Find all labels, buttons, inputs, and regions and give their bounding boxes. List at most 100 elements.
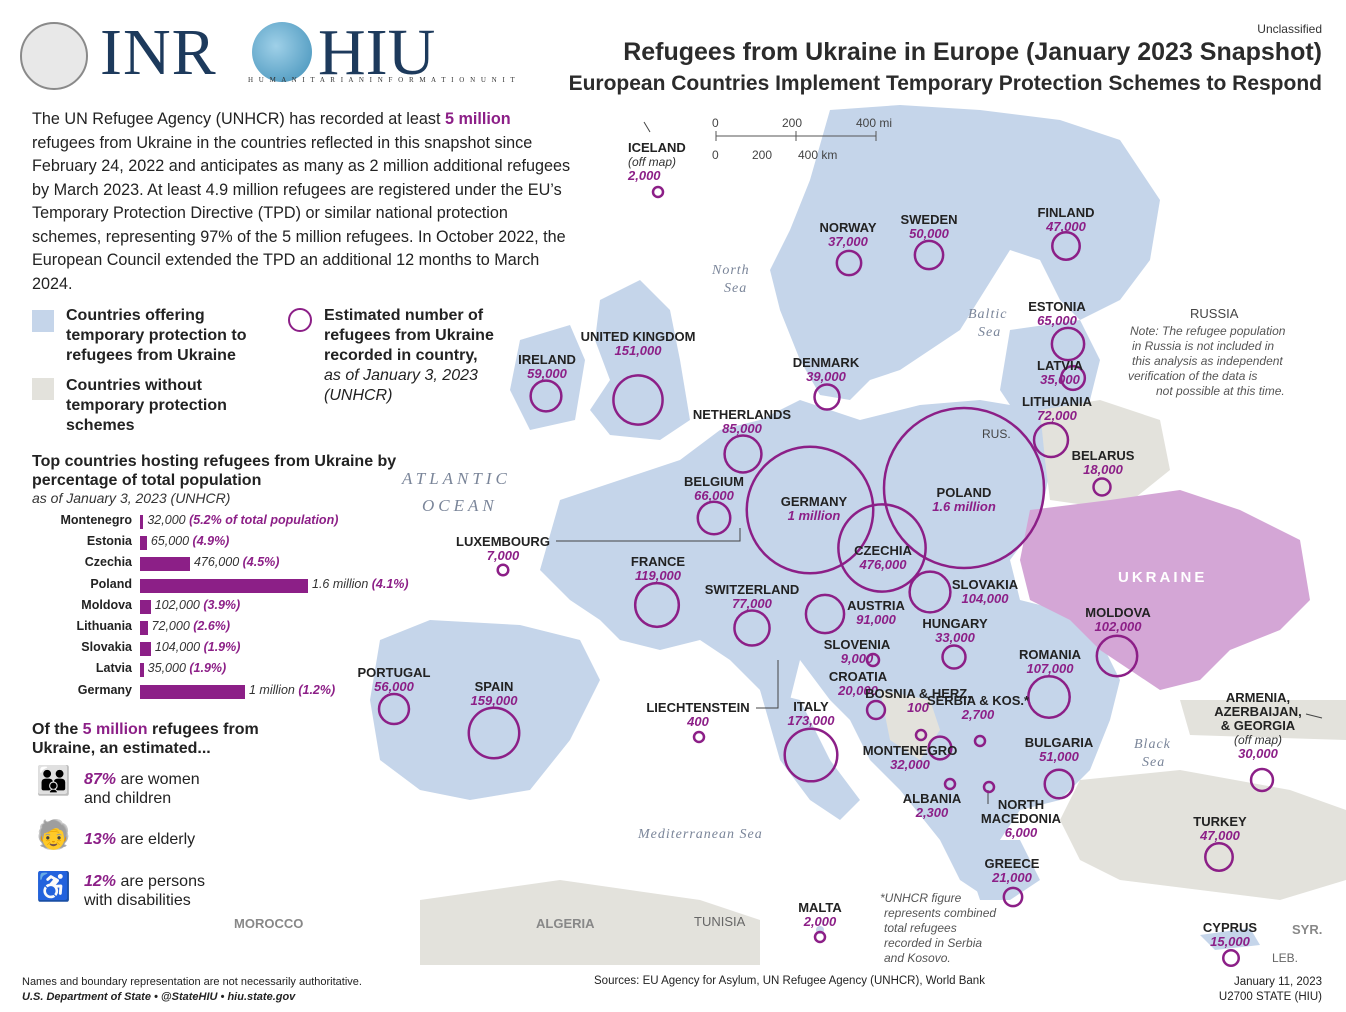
footer-right: January 11, 2023 U2700 STATE (HIU) [1219, 975, 1322, 1005]
bubble-north-macedonia [982, 780, 996, 794]
ukraine-label: UKRAINE [1118, 569, 1207, 586]
country-name-bulgaria: BULGARIA [1025, 735, 1094, 750]
med-sea-label: Mediterranean Sea [637, 827, 763, 842]
country-value-liechtenstein: 400 [686, 714, 709, 729]
country-value-malta: 2,000 [803, 914, 837, 929]
legend-bubble-main: Estimated number of refugees from Ukrain… [324, 307, 494, 364]
ranking-row-lithuania: Lithuania 72,000 (2.6%) [20, 618, 440, 638]
country-value-bosnia-herz: 100 [907, 700, 929, 715]
country-name-serbia-kos: SERBIA & KOS.* [927, 693, 1030, 708]
country-name-romania: ROMANIA [1019, 647, 1082, 662]
ranking-row-slovakia: Slovakia 104,000 (1.9%) [20, 639, 440, 659]
country-name-netherlands: NETHERLANDS [693, 407, 792, 422]
ranking-bar [140, 621, 148, 635]
footer-date: January 11, 2023 [1233, 976, 1322, 988]
country-name-spain: SPAIN [475, 679, 514, 694]
demo-title-rest: refugees from Ukraine, an estimated... [32, 721, 259, 757]
country-value-moldova: 102,000 [1095, 619, 1143, 634]
elderly-icon: 🧓 [36, 819, 71, 850]
stat-elderly: 13% are elderly [84, 830, 195, 849]
bubble-greece [1002, 886, 1024, 908]
country-name-austria: AUSTRIA [847, 598, 905, 613]
bubble-malta [813, 930, 827, 944]
bubble-romania [1027, 675, 1071, 719]
globe-icon [252, 22, 312, 82]
country-name-croatia: CROATIA [829, 669, 888, 684]
country-value-albania: 2,300 [915, 805, 949, 820]
ranking-country: Moldova [81, 597, 132, 612]
country-value-denmark: 39,000 [806, 369, 847, 384]
scale-mi-200: 200 [782, 116, 802, 130]
country-value-belgium: 66,000 [694, 488, 735, 503]
country-name-sweden: SWEDEN [900, 212, 957, 227]
bubble-belgium [696, 500, 732, 536]
ranking-value: 35,000 (1.9%) [147, 661, 227, 676]
country-name-turkey: TURKEY [1193, 814, 1247, 829]
country-value-turkey: 47,000 [1199, 828, 1241, 843]
ranking-row-montenegro: Montenegro 32,000 (5.2% of total populati… [20, 512, 440, 532]
ranking-row-latvia: Latvia 35,000 (1.9%) [20, 660, 440, 680]
bubble-bulgaria [1043, 768, 1075, 800]
country-name-malta: MALTA [798, 900, 842, 915]
country-value-portugal: 56,000 [374, 679, 415, 694]
country-value-norway: 37,000 [828, 234, 869, 249]
ranking-row-germany: Germany 1 million (1.2%) [20, 682, 440, 702]
country-value-slovenia: 9,000 [841, 651, 874, 666]
ranking-value: 1.6 million (4.1%) [312, 576, 409, 591]
ranking-bar [140, 536, 147, 551]
bubble-luxembourg [496, 563, 510, 577]
country-value-austria: 91,000 [856, 612, 897, 627]
country-value-ireland: 59,000 [527, 366, 568, 381]
country-value-armenia-azerbaijan-georgia: 30,000 [1238, 746, 1279, 761]
scale-km-0: 0 [712, 148, 719, 162]
country-name-lithuania: LITHUANIA [1022, 394, 1093, 409]
country-name-belgium: BELGIUM [684, 474, 744, 489]
north-sea-label-2: Sea [724, 281, 747, 296]
legend-swatch-no-protection [32, 378, 54, 400]
country-value-estonia: 65,000 [1037, 313, 1078, 328]
country-value-united-kingdom: 151,000 [615, 343, 663, 358]
bubble-croatia [865, 699, 887, 721]
country-name-finland: FINLAND [1037, 205, 1094, 220]
bubble-slovenia [865, 652, 881, 668]
country-name-albania: ALBANIA [903, 791, 962, 806]
country-value-croatia: 20,000 [837, 683, 879, 698]
country-name-poland: POLAND [937, 485, 992, 500]
country-name-slovakia: SLOVAKIA [952, 577, 1019, 592]
bubble-czechia [837, 503, 927, 593]
country-value-lithuania: 72,000 [1037, 408, 1078, 423]
country-value-czechia: 476,000 [859, 557, 908, 572]
bubble-moldova [1095, 634, 1139, 678]
north-sea-label-1: North [711, 263, 750, 278]
ranking-row-estonia: Estonia 65,000 (4.9%) [20, 533, 440, 553]
state-department-seal [20, 22, 88, 90]
lebanon-label: LEB. [1272, 951, 1298, 965]
country-name-czechia: CZECHIA [854, 543, 912, 558]
scale-bar: 0 200 400 mi 0 200 400 km [712, 116, 892, 162]
legend-no-protection-label: Countries without temporary protection s… [66, 377, 227, 434]
ranking-bar [140, 578, 308, 593]
atlantic-label-2: OCEAN [422, 496, 498, 515]
ranking-row-poland: Poland 1.6 million (4.1%) [20, 576, 440, 596]
land-protection [370, 105, 1260, 950]
intro-lead: The UN Refugee Agency (UNHCR) has record… [32, 110, 445, 128]
country-name-italy: ITALY [793, 699, 829, 714]
land-ukraine [1020, 490, 1310, 690]
stat-disabilities-pct: 12% [84, 873, 117, 890]
atlantic-label-1: ATLANTIC [401, 469, 511, 488]
bubble-iceland [651, 185, 665, 199]
serbia-note: *UNHCR figure represents combined total … [880, 891, 999, 965]
ranking-bar [140, 515, 144, 529]
bubble-belarus [1092, 477, 1112, 497]
ranking-value: 72,000 (2.6%) [151, 619, 231, 633]
russia-note: Note: The refugee population in Russia i… [1128, 324, 1289, 398]
syria-label: SYR. [1292, 922, 1322, 937]
bubble-austria [804, 593, 846, 635]
inr-logo: INR [100, 16, 217, 89]
russia-label: RUSSIA [1190, 306, 1239, 321]
intro-body: refugees from Ukraine in the countries r… [32, 133, 571, 293]
country-name-estonia: ESTONIA [1028, 299, 1086, 314]
country-value-netherlands: 85,000 [722, 421, 763, 436]
footer-disclaimer: Names and boundary representation are no… [22, 976, 362, 988]
bubble-latvia [1059, 364, 1087, 392]
